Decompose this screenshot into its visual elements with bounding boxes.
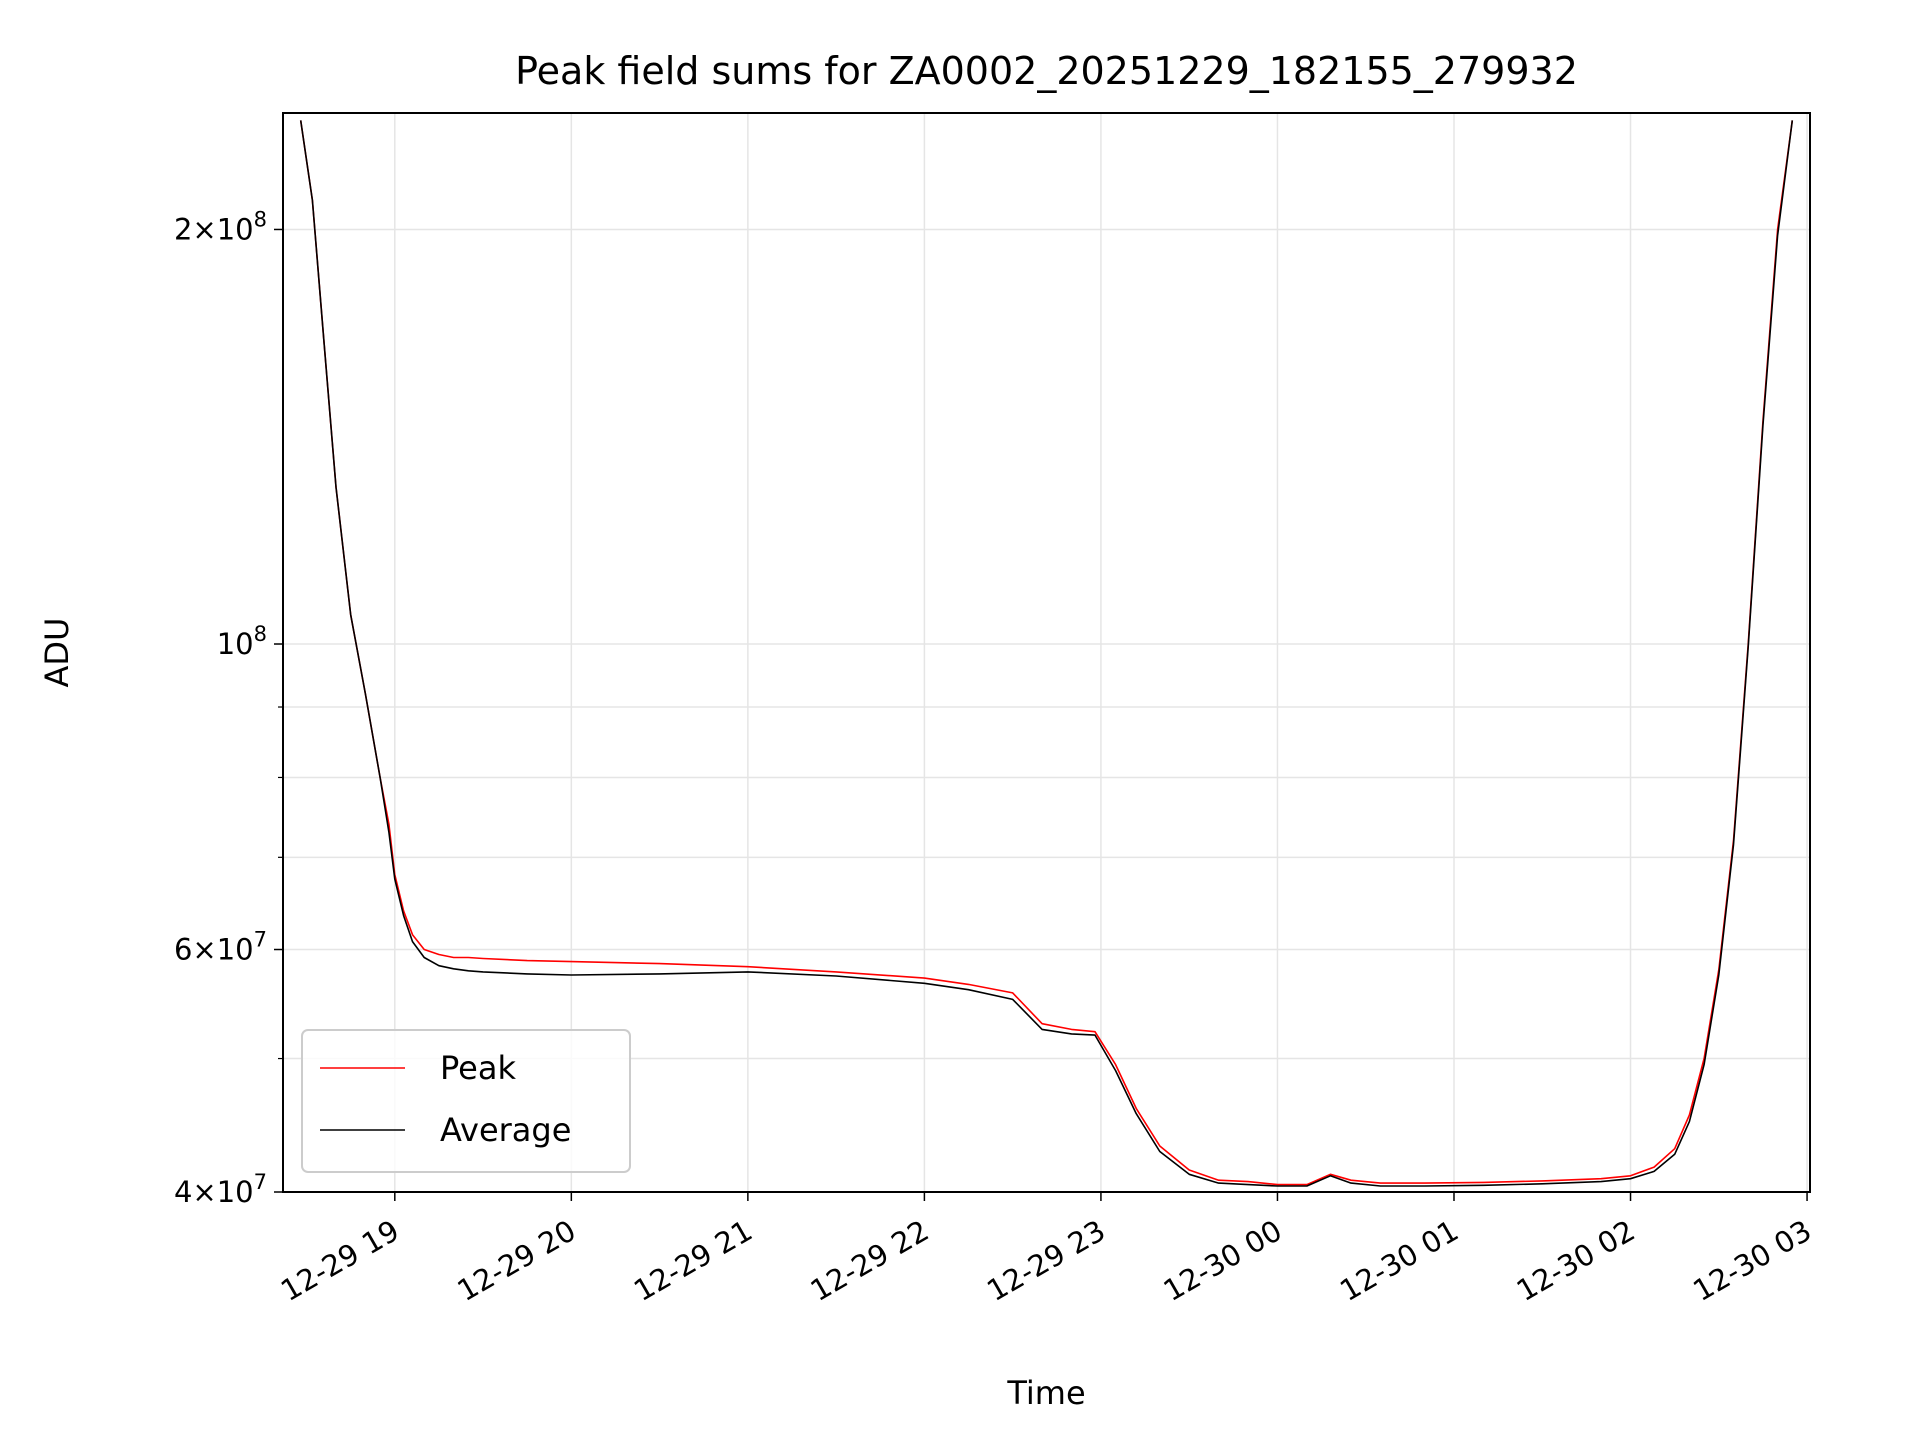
series-line-average <box>299 120 1794 1187</box>
chart-title: Peak field sums for ZA0002_20251229_1821… <box>515 49 1578 93</box>
y-tick-label: 108 <box>217 622 267 661</box>
legend-box <box>301 1029 631 1173</box>
x-axis-title: Time <box>1006 1374 1085 1412</box>
y-tick-label: 6×107 <box>174 928 267 967</box>
series-group <box>299 120 1794 1187</box>
legend-label-average: Average <box>440 1111 571 1149</box>
legend: Peak Average <box>301 1029 631 1173</box>
series-line-peak <box>299 120 1794 1186</box>
gridlines <box>283 113 1810 1193</box>
plot-frame <box>282 112 1811 1193</box>
legend-label-peak: Peak <box>440 1049 516 1087</box>
y-axis-title: ADU <box>38 618 76 688</box>
y-tick-label: 4×107 <box>174 1170 267 1209</box>
y-tick-label: 2×108 <box>174 207 267 246</box>
